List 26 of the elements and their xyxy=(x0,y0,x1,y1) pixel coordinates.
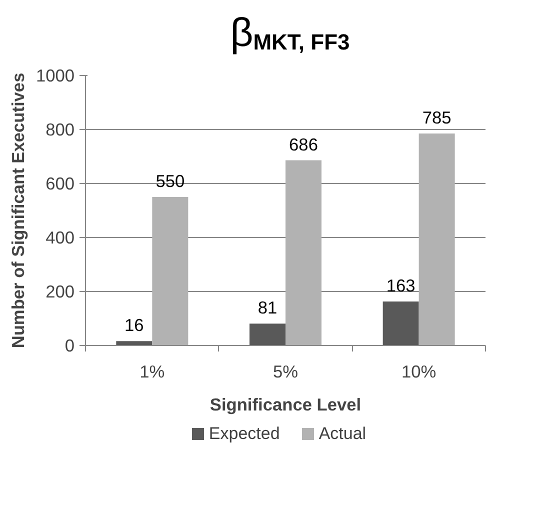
data-label: 686 xyxy=(289,134,318,154)
legend-label: Actual xyxy=(318,424,366,443)
bar xyxy=(418,134,455,346)
data-label: 16 xyxy=(124,315,144,336)
x-tick-label: 10% xyxy=(401,362,436,382)
y-axis-title: Number of Significant Executives xyxy=(8,72,28,348)
y-tick-label: 1000 xyxy=(36,66,75,86)
x-tick-label: 5% xyxy=(272,362,298,382)
data-label: 550 xyxy=(156,171,185,191)
x-axis-title: Significance Level xyxy=(210,394,362,414)
bar xyxy=(152,197,188,346)
data-label: 163 xyxy=(386,275,416,296)
chart-title: β$_{MKT, FF3}$ xyxy=(230,11,350,55)
bar xyxy=(250,324,286,346)
data-label: 785 xyxy=(422,108,452,128)
y-tick-label: 200 xyxy=(46,282,75,302)
bar xyxy=(382,301,419,346)
y-tick-label: 0 xyxy=(64,336,75,356)
data-label: 81 xyxy=(258,298,278,318)
x-tick-label: 1% xyxy=(140,362,165,382)
y-tick-label: 400 xyxy=(46,228,75,248)
y-tick-label: 600 xyxy=(46,174,75,194)
y-tick-label: 800 xyxy=(46,120,75,140)
bar xyxy=(116,341,152,346)
bar xyxy=(286,160,322,346)
legend-label: Expected xyxy=(208,424,280,443)
